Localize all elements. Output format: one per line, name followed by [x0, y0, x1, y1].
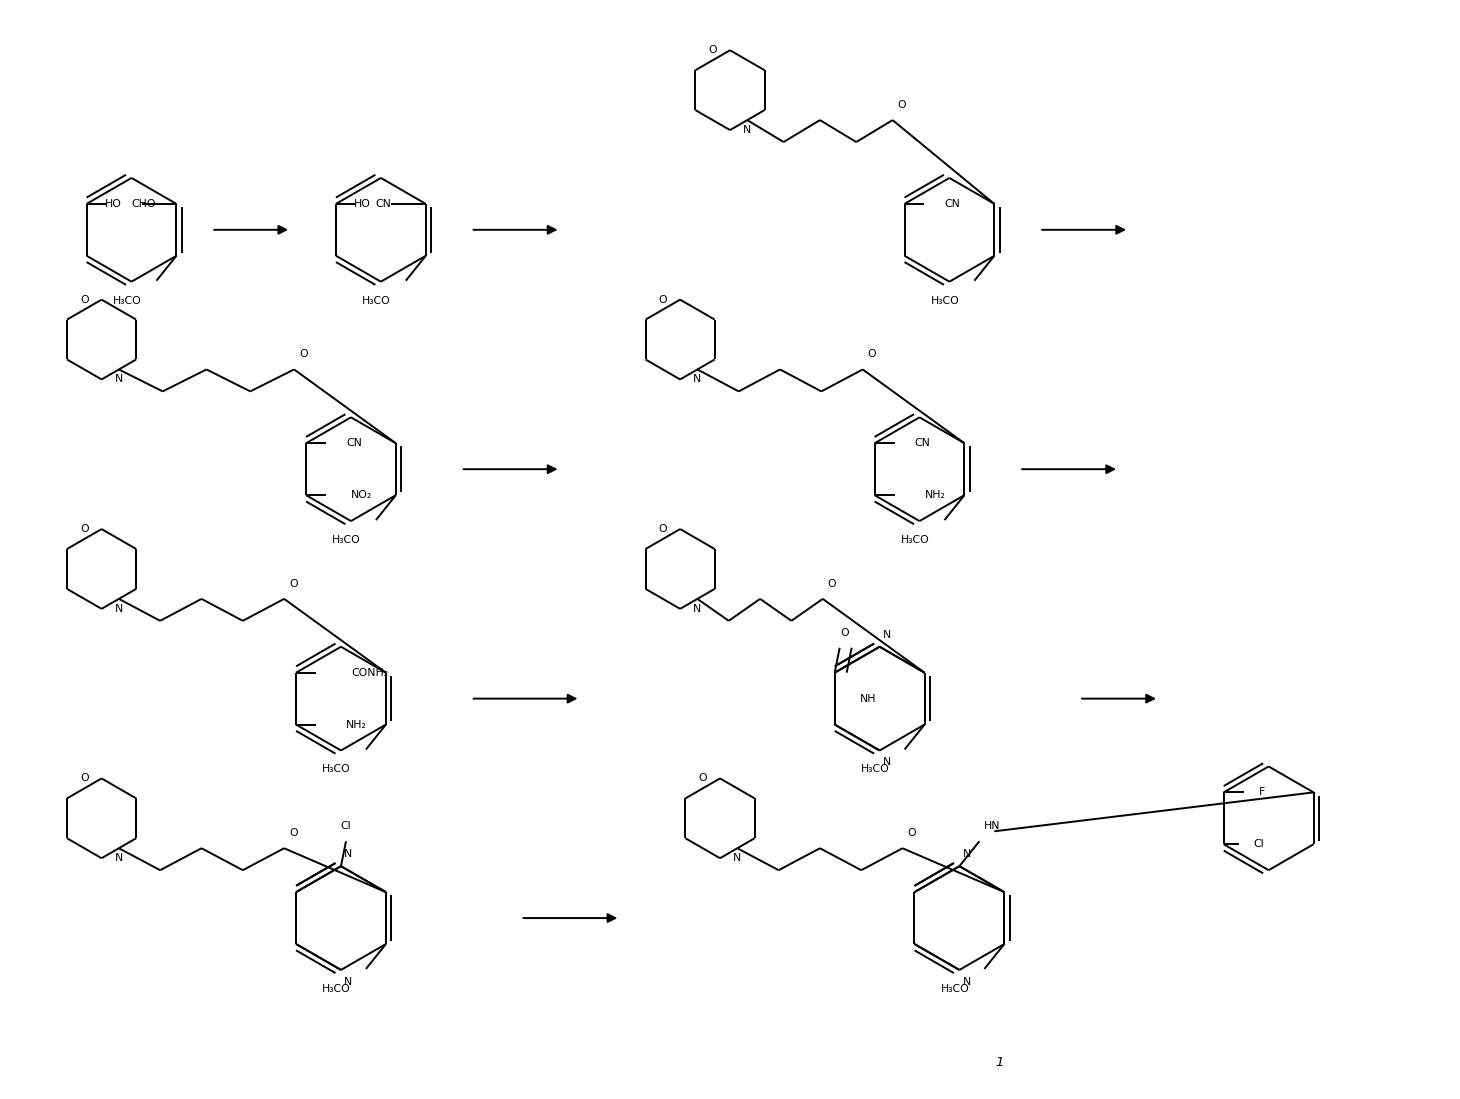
Text: H₃CO: H₃CO: [930, 296, 959, 306]
Text: HO: HO: [105, 199, 121, 209]
Text: NH: NH: [860, 693, 876, 703]
Text: O: O: [841, 628, 848, 637]
Text: H₃CO: H₃CO: [112, 296, 142, 306]
Text: CN: CN: [914, 439, 930, 448]
Text: CN: CN: [346, 439, 362, 448]
Text: H₃CO: H₃CO: [861, 765, 889, 775]
Text: F: F: [1259, 787, 1264, 798]
Text: N: N: [883, 630, 891, 640]
Text: HO: HO: [355, 199, 371, 209]
Text: Cl: Cl: [1254, 840, 1264, 850]
Text: O: O: [299, 349, 308, 359]
Text: O: O: [80, 295, 89, 304]
Text: CN: CN: [375, 199, 391, 209]
Text: N: N: [694, 375, 701, 385]
Text: CN: CN: [945, 199, 961, 209]
Text: CONH₂: CONH₂: [350, 668, 388, 678]
Text: O: O: [698, 774, 707, 784]
Text: O: O: [289, 579, 298, 589]
Text: N: N: [883, 757, 891, 767]
Text: NO₂: NO₂: [350, 490, 372, 500]
Text: H₃CO: H₃CO: [323, 984, 350, 993]
Text: N: N: [115, 603, 123, 614]
Text: N: N: [694, 603, 701, 614]
Text: N: N: [733, 853, 742, 863]
Text: O: O: [867, 349, 876, 359]
Text: H₃CO: H₃CO: [362, 296, 391, 306]
Text: N: N: [962, 977, 971, 987]
Text: N: N: [345, 850, 352, 859]
Text: O: O: [828, 579, 837, 589]
Text: O: O: [708, 45, 717, 55]
Text: H₃CO: H₃CO: [323, 765, 350, 775]
Text: N: N: [743, 125, 752, 135]
Text: O: O: [908, 829, 917, 839]
Text: H₃CO: H₃CO: [333, 535, 361, 545]
Text: N: N: [962, 850, 971, 859]
Text: O: O: [658, 295, 667, 304]
Text: NH₂: NH₂: [346, 720, 366, 730]
Text: O: O: [80, 774, 89, 784]
Text: Cl: Cl: [340, 821, 352, 831]
Text: N: N: [115, 853, 123, 863]
Text: CHO: CHO: [131, 199, 156, 209]
Text: O: O: [289, 829, 298, 839]
Text: O: O: [898, 100, 907, 110]
Text: H₃CO: H₃CO: [940, 984, 969, 993]
Text: 1: 1: [996, 1056, 1003, 1069]
Text: NH₂: NH₂: [924, 490, 945, 500]
Text: HN: HN: [984, 821, 1002, 831]
Text: N: N: [115, 375, 123, 385]
Text: N: N: [345, 977, 352, 987]
Text: O: O: [80, 524, 89, 534]
Text: O: O: [658, 524, 667, 534]
Text: H₃CO: H₃CO: [901, 535, 930, 545]
